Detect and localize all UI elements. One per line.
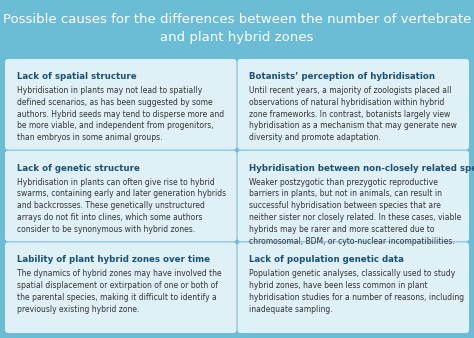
Text: Hybridisation in plants can often give rise to hybrid
swarms, containing early a: Hybridisation in plants can often give r… — [17, 178, 226, 234]
Text: Lack of population genetic data: Lack of population genetic data — [249, 255, 404, 264]
FancyBboxPatch shape — [5, 151, 237, 241]
Text: Until recent years, a majority of zoologists placed all
observations of natural : Until recent years, a majority of zoolog… — [249, 86, 457, 142]
FancyBboxPatch shape — [5, 242, 237, 333]
Text: Population genetic analyses, classically used to study
hybrid zones, have been l: Population genetic analyses, classically… — [249, 269, 465, 314]
Text: Hybridisation between non-closely related species: Hybridisation between non-closely relate… — [249, 164, 474, 173]
Text: The dynamics of hybrid zones may have involved the
spatial displacement or extir: The dynamics of hybrid zones may have in… — [17, 269, 222, 314]
FancyBboxPatch shape — [237, 59, 469, 150]
FancyBboxPatch shape — [237, 242, 469, 333]
Text: Botanists’ perception of hybridisation: Botanists’ perception of hybridisation — [249, 72, 436, 81]
Text: Weaker postzygotic than prezygotic reproductive
barriers in plants, but not in a: Weaker postzygotic than prezygotic repro… — [249, 178, 462, 246]
FancyBboxPatch shape — [5, 59, 237, 150]
Text: Possible causes for the differences between the number of vertebrate
and plant h: Possible causes for the differences betw… — [3, 13, 471, 44]
Text: Lack of spatial structure: Lack of spatial structure — [17, 72, 137, 81]
FancyBboxPatch shape — [237, 151, 469, 241]
Text: Lability of plant hybrid zones over time: Lability of plant hybrid zones over time — [17, 255, 210, 264]
Text: Lack of genetic structure: Lack of genetic structure — [17, 164, 140, 173]
Text: Hybridisation in plants may not lead to spatially
defined scenarios, as has been: Hybridisation in plants may not lead to … — [17, 86, 224, 142]
